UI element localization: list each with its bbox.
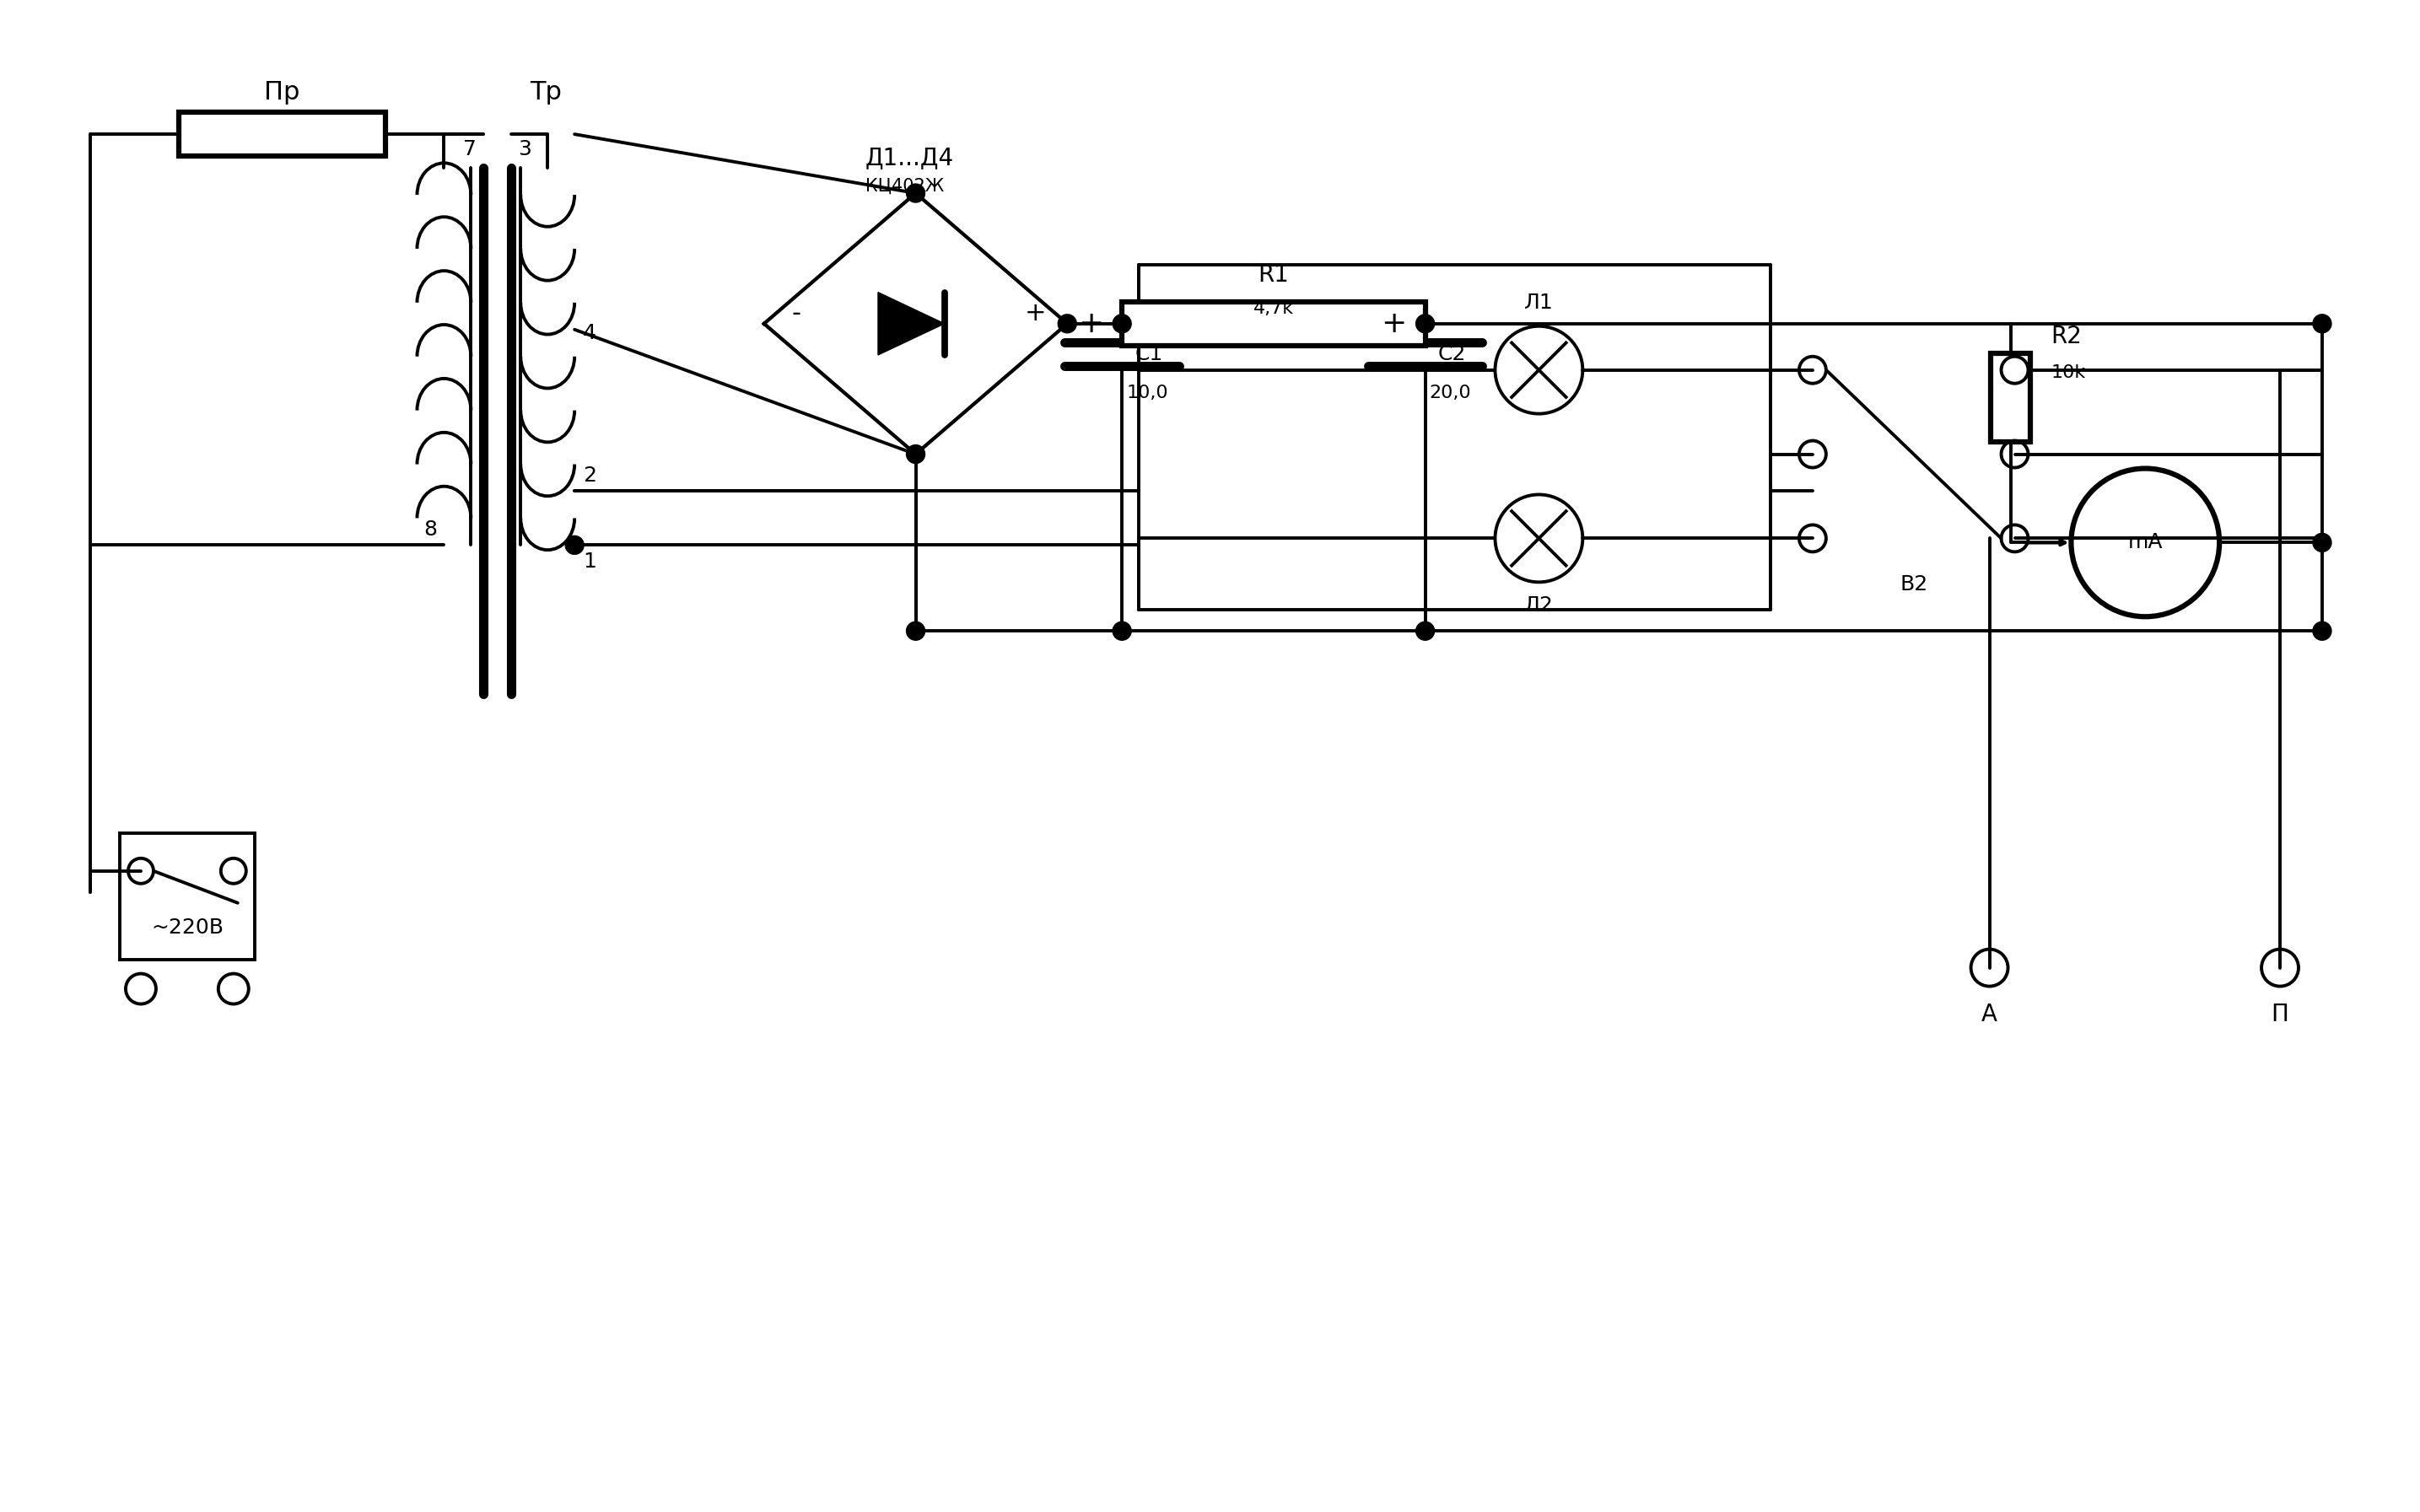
Text: 8: 8: [424, 520, 438, 540]
Text: 7: 7: [465, 139, 477, 159]
Circle shape: [2314, 314, 2330, 333]
Text: 1: 1: [583, 552, 595, 572]
Text: Пр: Пр: [264, 80, 300, 104]
Text: R1: R1: [1258, 263, 1290, 287]
Circle shape: [1113, 621, 1130, 640]
Text: 10k: 10k: [2050, 364, 2086, 381]
Circle shape: [908, 184, 924, 203]
Text: 4,7k: 4,7k: [1254, 299, 1295, 318]
Circle shape: [2314, 534, 2330, 552]
Circle shape: [566, 535, 583, 555]
Text: C2: C2: [1437, 343, 1467, 364]
Text: R2: R2: [2050, 325, 2081, 348]
Circle shape: [1416, 621, 1435, 640]
Bar: [1989, 354, 2030, 442]
Circle shape: [1416, 314, 1435, 333]
Text: 20,0: 20,0: [1430, 384, 1471, 401]
Bar: [119, 833, 254, 959]
Text: Д1...Д4: Д1...Д4: [864, 147, 953, 169]
Text: П: П: [2272, 1002, 2289, 1025]
Text: -: -: [791, 301, 801, 325]
Text: ~220В: ~220В: [150, 918, 223, 937]
Circle shape: [1058, 314, 1077, 333]
Circle shape: [908, 621, 924, 640]
Text: Л2: Л2: [1525, 596, 1554, 615]
Text: 4: 4: [583, 322, 595, 343]
Bar: [1123, 302, 1425, 346]
Circle shape: [1113, 314, 1130, 333]
Text: 3: 3: [518, 139, 532, 159]
Text: Тр: Тр: [530, 80, 561, 104]
Text: 10,0: 10,0: [1125, 384, 1169, 401]
Text: В2: В2: [1900, 575, 1929, 594]
Text: А: А: [1982, 1002, 1996, 1025]
Text: +: +: [1024, 301, 1045, 325]
Circle shape: [908, 445, 924, 463]
Circle shape: [2314, 621, 2330, 640]
Text: C1: C1: [1135, 343, 1162, 364]
Text: КЦ402Ж: КЦ402Ж: [864, 178, 944, 195]
Text: mA: mA: [2127, 532, 2163, 553]
Bar: [179, 112, 385, 156]
Text: Л1: Л1: [1525, 292, 1554, 313]
Text: +: +: [1382, 310, 1406, 339]
Text: +: +: [1077, 310, 1104, 339]
Polygon shape: [878, 292, 944, 355]
Text: 2: 2: [583, 466, 595, 487]
